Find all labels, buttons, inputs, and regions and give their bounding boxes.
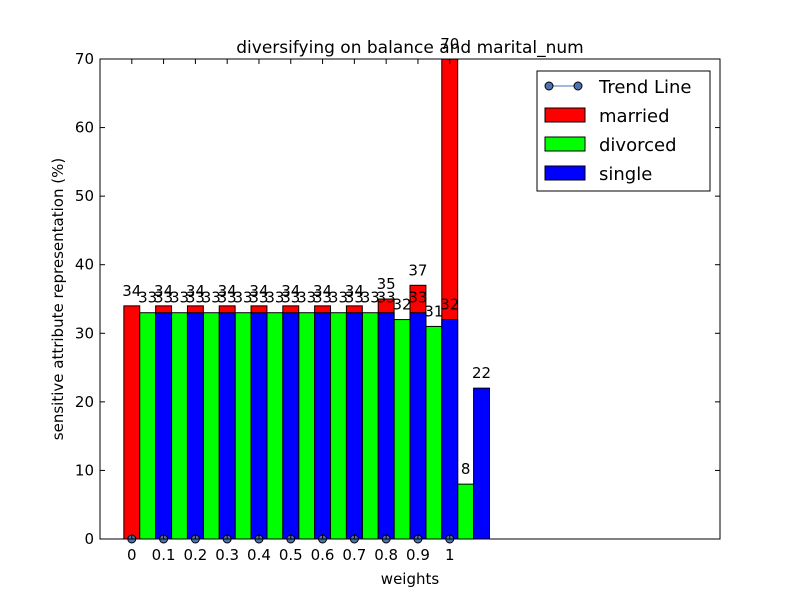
- bar-single-1: [186, 312, 204, 540]
- bar-single-6: [345, 312, 363, 540]
- y-tick-label-50: 50: [75, 187, 94, 205]
- legend-swatch-single: [544, 165, 586, 181]
- data-label-married-0: 34: [122, 282, 141, 300]
- bar-single-2: [218, 312, 236, 540]
- data-label-married-10: 70: [440, 35, 459, 53]
- chart-title: diversifying on balance and marital_num: [236, 38, 583, 58]
- bar-divorced-5: [298, 312, 316, 540]
- data-label-single-2: 33: [218, 289, 237, 307]
- data-label-divorced-5: 33: [297, 289, 316, 307]
- bar-single-4: [282, 312, 300, 540]
- legend: Trend Line married divorced single: [536, 70, 711, 192]
- data-label-divorced-7: 33: [361, 289, 380, 307]
- legend-label-divorced: divorced: [599, 135, 677, 156]
- data-label-divorced-4: 33: [265, 289, 284, 307]
- x-tick-label-10: 1: [445, 546, 455, 564]
- bar-divorced-7: [361, 312, 379, 540]
- data-label-married-9: 37: [408, 261, 427, 279]
- bar-divorced-2: [202, 312, 220, 540]
- x-tick-label-1: 0.1: [152, 546, 176, 564]
- bar-single-8: [409, 312, 427, 540]
- bar-single-5: [314, 312, 332, 540]
- x-axis-title: weights: [381, 570, 440, 588]
- data-label-divorced-6: 33: [329, 289, 348, 307]
- data-label-married-6: 34: [313, 282, 332, 300]
- x-tick-label-8: 0.8: [374, 546, 398, 564]
- bar-divorced-6: [330, 312, 347, 540]
- legend-label-married: married: [599, 106, 670, 127]
- plot-frame: [99, 58, 721, 540]
- bar-divorced-3: [234, 312, 252, 540]
- bar-single-7: [377, 312, 395, 540]
- data-label-single-1: 33: [186, 289, 205, 307]
- x-tick-label-0: 0: [127, 546, 137, 564]
- data-label-married-5: 34: [281, 282, 300, 300]
- data-label-single-5: 33: [313, 289, 332, 307]
- y-tick-label-40: 40: [75, 256, 94, 274]
- data-label-single-3: 33: [249, 289, 268, 307]
- data-label-divorced-9: 31: [424, 302, 443, 320]
- bar-divorced-10: [457, 483, 475, 540]
- data-label-divorced-1: 33: [170, 289, 189, 307]
- data-label-married-3: 34: [218, 282, 237, 300]
- bar-divorced-8: [393, 319, 411, 540]
- bar-divorced-9: [425, 325, 443, 540]
- data-label-single-4: 33: [281, 289, 300, 307]
- y-tick-label-60: 60: [75, 119, 94, 137]
- y-tick-label-70: 70: [75, 50, 94, 68]
- data-label-married-1: 34: [154, 282, 173, 300]
- legend-swatch-divorced: [544, 136, 586, 152]
- x-tick-label-5: 0.5: [279, 546, 303, 564]
- data-label-married-4: 34: [249, 282, 268, 300]
- data-label-divorced-3: 33: [234, 289, 253, 307]
- x-tick-label-4: 0.4: [247, 546, 271, 564]
- bar-single-0: [155, 312, 173, 540]
- data-label-single-10: 22: [472, 364, 491, 382]
- x-tick-label-7: 0.7: [342, 546, 366, 564]
- y-tick-label-10: 10: [75, 461, 94, 479]
- legend-swatch-married: [544, 107, 586, 123]
- legend-trend-marker-left: [544, 81, 554, 91]
- bar-divorced-1: [171, 312, 188, 540]
- bar-divorced-0: [139, 312, 157, 540]
- bar-single-10: [473, 387, 490, 540]
- y-tick-label-30: 30: [75, 324, 94, 342]
- bar-divorced-4: [266, 312, 284, 540]
- x-tick-label-6: 0.6: [311, 546, 335, 564]
- data-label-single-7: 33: [377, 289, 396, 307]
- bar-married-0: [123, 305, 141, 540]
- data-label-single-6: 33: [345, 289, 364, 307]
- legend-label-single: single: [599, 164, 652, 185]
- data-label-divorced-8: 32: [393, 296, 412, 314]
- data-label-divorced-0: 33: [138, 289, 157, 307]
- bar-single-9: [441, 319, 459, 540]
- data-label-single-0: 33: [154, 289, 173, 307]
- legend-label-trend-line: Trend Line: [598, 77, 692, 98]
- x-tick-label-2: 0.2: [183, 546, 207, 564]
- data-label-divorced-10: 8: [461, 460, 471, 478]
- x-tick-label-9: 0.9: [406, 546, 430, 564]
- data-label-single-8: 33: [408, 289, 427, 307]
- data-label-single-9: 32: [440, 296, 459, 314]
- data-label-married-7: 34: [345, 282, 364, 300]
- y-tick-label-20: 20: [75, 393, 94, 411]
- data-label-married-8: 35: [377, 275, 396, 293]
- bar-single-3: [250, 312, 268, 540]
- data-label-married-2: 34: [186, 282, 205, 300]
- x-tick-label-3: 0.3: [215, 546, 239, 564]
- legend-trend-marker-right: [573, 81, 583, 91]
- y-tick-label-0: 0: [84, 530, 94, 548]
- y-axis-title: sensitive attribute representation (%): [49, 158, 67, 440]
- data-label-divorced-2: 33: [202, 289, 221, 307]
